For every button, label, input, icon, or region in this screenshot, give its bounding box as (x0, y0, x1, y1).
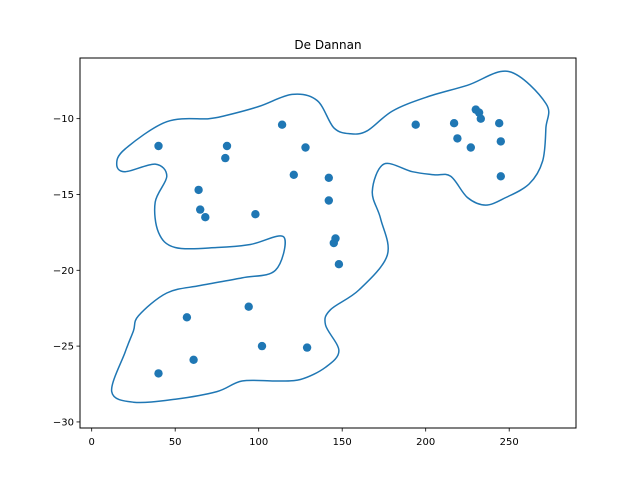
scatter-point (453, 134, 462, 143)
scatter-point (154, 141, 163, 151)
y-tick-label: −15 (53, 190, 74, 201)
scatter-point (466, 143, 475, 152)
region-outline (110, 70, 550, 404)
scatter-point (329, 238, 338, 248)
x-axis-ticks: 0 50 100 150 200 250 (89, 428, 519, 448)
y-tick-label: −20 (53, 266, 74, 277)
scatter-point (302, 343, 312, 352)
y-tick-label: −10 (53, 114, 74, 125)
axes-frame (79, 57, 577, 429)
y-tick-label: −30 (53, 417, 74, 428)
scatter-point (324, 196, 333, 205)
scatter-point (449, 119, 459, 128)
x-tick-label: 0 (89, 437, 95, 448)
x-tick-label: 50 (169, 437, 182, 448)
scatter-point (496, 172, 505, 181)
scatter-point (257, 341, 267, 351)
scatter-point (244, 302, 253, 311)
scatter-point (154, 369, 163, 378)
plot-content (110, 70, 550, 404)
scatter-point (324, 173, 333, 182)
scatter-point (189, 355, 198, 364)
y-axis-ticks: −30 −25 −20 −15 −10 (53, 114, 80, 428)
scatter-point (194, 185, 203, 195)
scatter-point (496, 137, 505, 146)
scatter-point (182, 313, 192, 322)
scatter-point (201, 213, 210, 222)
scatter-point (411, 120, 420, 129)
scatter-point (495, 119, 504, 128)
chart-title: De Dannan (294, 38, 361, 52)
x-tick-label: 100 (249, 437, 268, 448)
y-tick-label: −25 (53, 342, 74, 353)
scatter-point (301, 143, 310, 152)
x-tick-label: 150 (333, 437, 352, 448)
scatter-point (221, 153, 230, 163)
scatter-point (289, 170, 298, 179)
scatter-point (277, 120, 287, 129)
scatter-point (334, 260, 344, 269)
scatter-point (196, 205, 205, 214)
x-tick-label: 250 (500, 437, 519, 448)
scatter-point (476, 114, 485, 123)
scatter-point (222, 141, 232, 151)
x-tick-label: 200 (416, 437, 435, 448)
scatter-point (251, 210, 260, 219)
